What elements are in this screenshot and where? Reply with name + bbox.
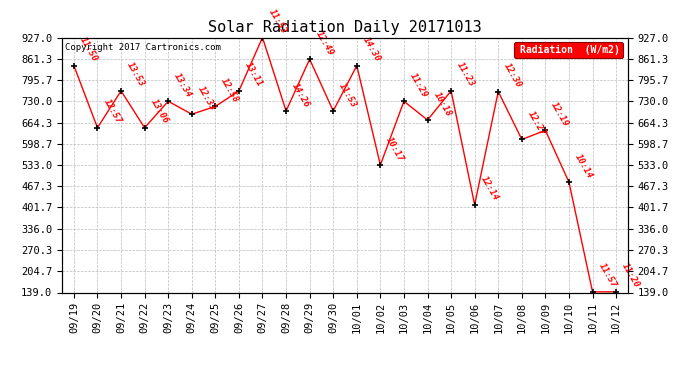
Text: 13:34: 13:34 [172,71,194,99]
Text: 11:50: 11:50 [78,36,99,63]
Text: 14:30: 14:30 [361,36,382,63]
Title: Solar Radiation Daily 20171013: Solar Radiation Daily 20171013 [208,20,482,35]
Text: 11:23: 11:23 [455,61,477,89]
Text: 10:18: 10:18 [432,90,453,118]
Text: 11:57: 11:57 [597,262,618,290]
Text: 12:49: 12:49 [314,29,335,57]
Text: 14:26: 14:26 [290,81,311,109]
Text: 10:17: 10:17 [384,135,406,163]
Text: 11:53: 11:53 [337,81,359,109]
Text: 13:11: 13:11 [243,61,264,89]
Text: 12:14: 12:14 [479,175,500,202]
Text: 11:53: 11:53 [266,8,288,35]
Text: 12:58: 12:58 [219,76,241,104]
Text: 12:27: 12:27 [526,110,547,137]
Text: 13:06: 13:06 [149,98,170,126]
Text: 11:29: 11:29 [408,71,429,99]
Text: 12:33: 12:33 [196,84,217,112]
Text: 12:30: 12:30 [502,62,524,89]
Text: Copyright 2017 Cartronics.com: Copyright 2017 Cartronics.com [65,43,221,52]
Text: 12:19: 12:19 [549,100,571,128]
Text: 11:20: 11:20 [620,262,642,290]
Text: 10:14: 10:14 [573,152,594,180]
Text: 13:53: 13:53 [125,61,146,89]
Legend: Radiation  (W/m2): Radiation (W/m2) [515,42,623,58]
Text: 12:57: 12:57 [101,98,123,126]
